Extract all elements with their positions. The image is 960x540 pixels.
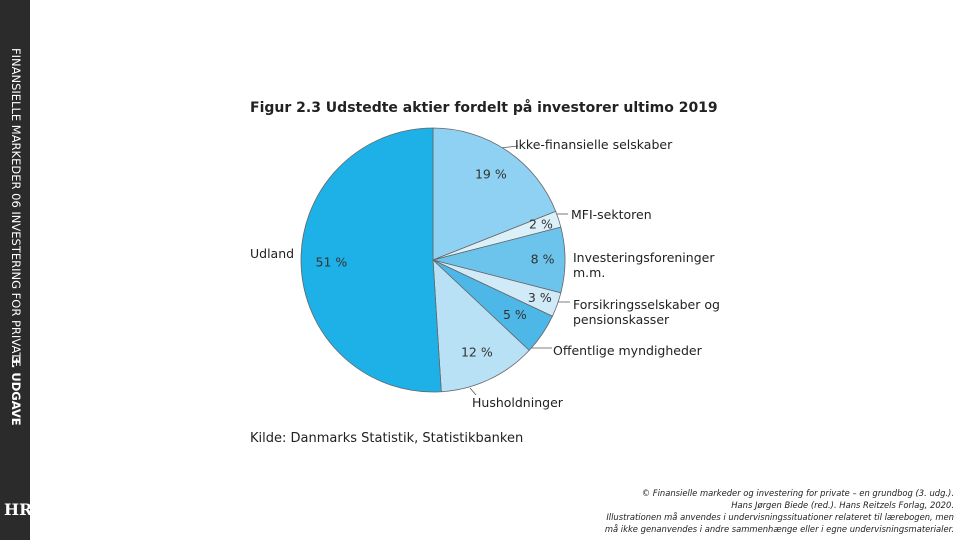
pie-slice	[432, 259, 530, 393]
category-label: Udland	[250, 246, 295, 261]
footer-line: Illustrationen må anvendes i undervisnin…	[606, 512, 954, 522]
category-label: Forsikringsselskaber og pensionskasser	[573, 297, 720, 327]
footer-line: må ikke genanvendes i andre sammenhænge …	[604, 524, 954, 534]
value-label: 51 %	[316, 255, 348, 270]
value-label: 8 %	[531, 252, 555, 267]
logo: HR	[4, 500, 33, 519]
footer-line: Hans Jørgen Biede (red.). Hans Reitzels …	[731, 500, 954, 510]
value-label: 2 %	[529, 216, 553, 231]
value-label: 5 %	[503, 307, 527, 322]
source: Kilde: Danmarks Statistik, Statistikbank…	[250, 431, 524, 446]
value-label: 19 %	[475, 166, 507, 181]
value-label: 12 %	[461, 345, 493, 360]
category-label: Investeringsforeninger m.m.	[573, 250, 715, 280]
category-label: MFI-sektoren	[571, 207, 652, 222]
pie-slice	[300, 127, 442, 393]
category-label: Husholdninger	[472, 395, 563, 410]
sidebar: FINANSIELLE MARKEDER 06 INVESTERING FOR …	[0, 0, 33, 540]
category-label: Offentlige myndigheder	[553, 343, 702, 358]
value-label: 3 %	[528, 290, 552, 305]
footer-line: © Finansielle markeder og investering fo…	[641, 488, 954, 498]
pie-slice	[432, 127, 557, 261]
category-label: Ikke-finansielle selskaber	[515, 137, 673, 152]
chart-title: Figur 2.3 Udstedte aktier fordelt på inv…	[250, 100, 718, 116]
footer: © Finansielle markeder og investering fo…	[605, 487, 954, 535]
